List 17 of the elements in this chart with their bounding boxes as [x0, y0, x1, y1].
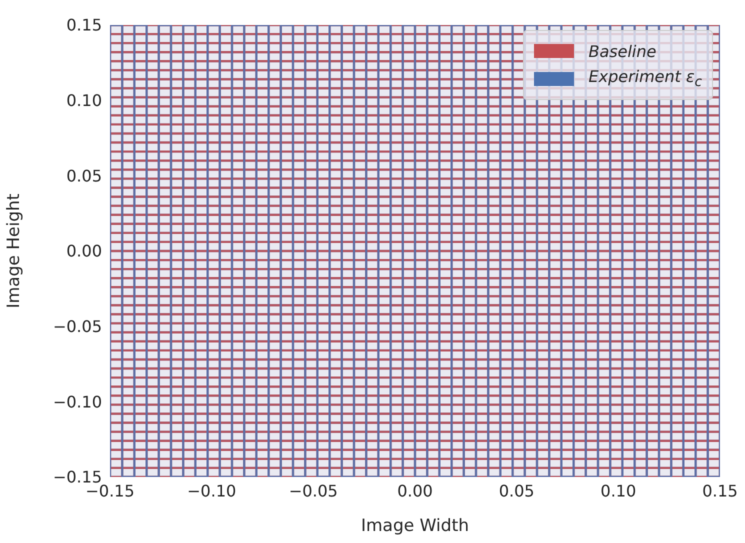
y-tick-label: 0.05 — [66, 166, 102, 186]
y-tick-label: 0.15 — [66, 16, 102, 35]
y-tick-label: 0.00 — [66, 242, 102, 261]
x-tick-label: −0.10 — [187, 481, 236, 500]
x-tick-label: 0.15 — [702, 481, 738, 500]
y-tick-label: −0.10 — [52, 392, 102, 412]
x-axis-title: Image Width — [360, 516, 470, 536]
y-tick-label: 0.10 — [66, 91, 102, 110]
legend-label: Baseline — [588, 42, 656, 60]
legend-label: Experiment ε$_{c}$ — [588, 67, 702, 91]
x-tick-label: 0.10 — [600, 481, 636, 500]
x-tick-label: 0.00 — [397, 481, 433, 500]
y-tick-label: −0.05 — [52, 317, 102, 336]
y-axis-title: Image Height — [4, 193, 24, 308]
x-tick-label: −0.05 — [288, 481, 338, 500]
x-tick-label: 0.05 — [498, 481, 534, 500]
y-tick-label: −0.15 — [52, 468, 102, 487]
